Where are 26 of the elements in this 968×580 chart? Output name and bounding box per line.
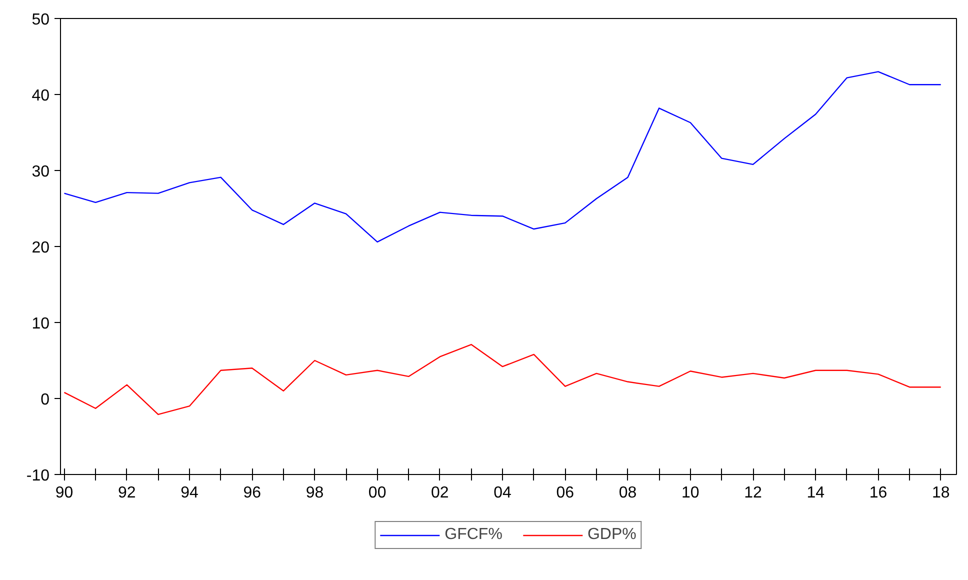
line-series bbox=[64, 344, 942, 416]
x-tick-label: 06 bbox=[556, 484, 574, 502]
x-tick-label: 18 bbox=[932, 484, 950, 502]
y-tick-label: 20 bbox=[32, 240, 50, 256]
y-tick-label: 10 bbox=[32, 316, 50, 332]
x-tick-label: 90 bbox=[55, 484, 74, 502]
legend-label: GFCF% bbox=[444, 526, 502, 544]
x-tick-label: 02 bbox=[431, 484, 449, 502]
y-tick-label: 50 bbox=[32, 12, 50, 28]
x-tick-label: 98 bbox=[306, 484, 324, 502]
x-tick-label: 04 bbox=[494, 484, 512, 502]
x-tick-label: 00 bbox=[368, 484, 386, 502]
y-tick-label: -10 bbox=[26, 468, 50, 484]
x-tick-label: 92 bbox=[118, 484, 136, 502]
x-tick-label: 12 bbox=[744, 484, 762, 502]
x-tick-label: 10 bbox=[681, 484, 700, 502]
x-tick-label: 16 bbox=[869, 484, 888, 502]
y-tick-label: 30 bbox=[32, 164, 50, 180]
line-series bbox=[64, 71, 942, 243]
legend-label: GDP% bbox=[587, 526, 636, 544]
x-tick-label: 94 bbox=[180, 484, 198, 502]
x-tick-label: 96 bbox=[243, 484, 262, 502]
x-tick-label: 14 bbox=[806, 484, 825, 502]
y-tick-label: 40 bbox=[32, 88, 50, 104]
x-tick-label: 08 bbox=[618, 484, 637, 502]
y-tick-label: 0 bbox=[40, 392, 50, 408]
